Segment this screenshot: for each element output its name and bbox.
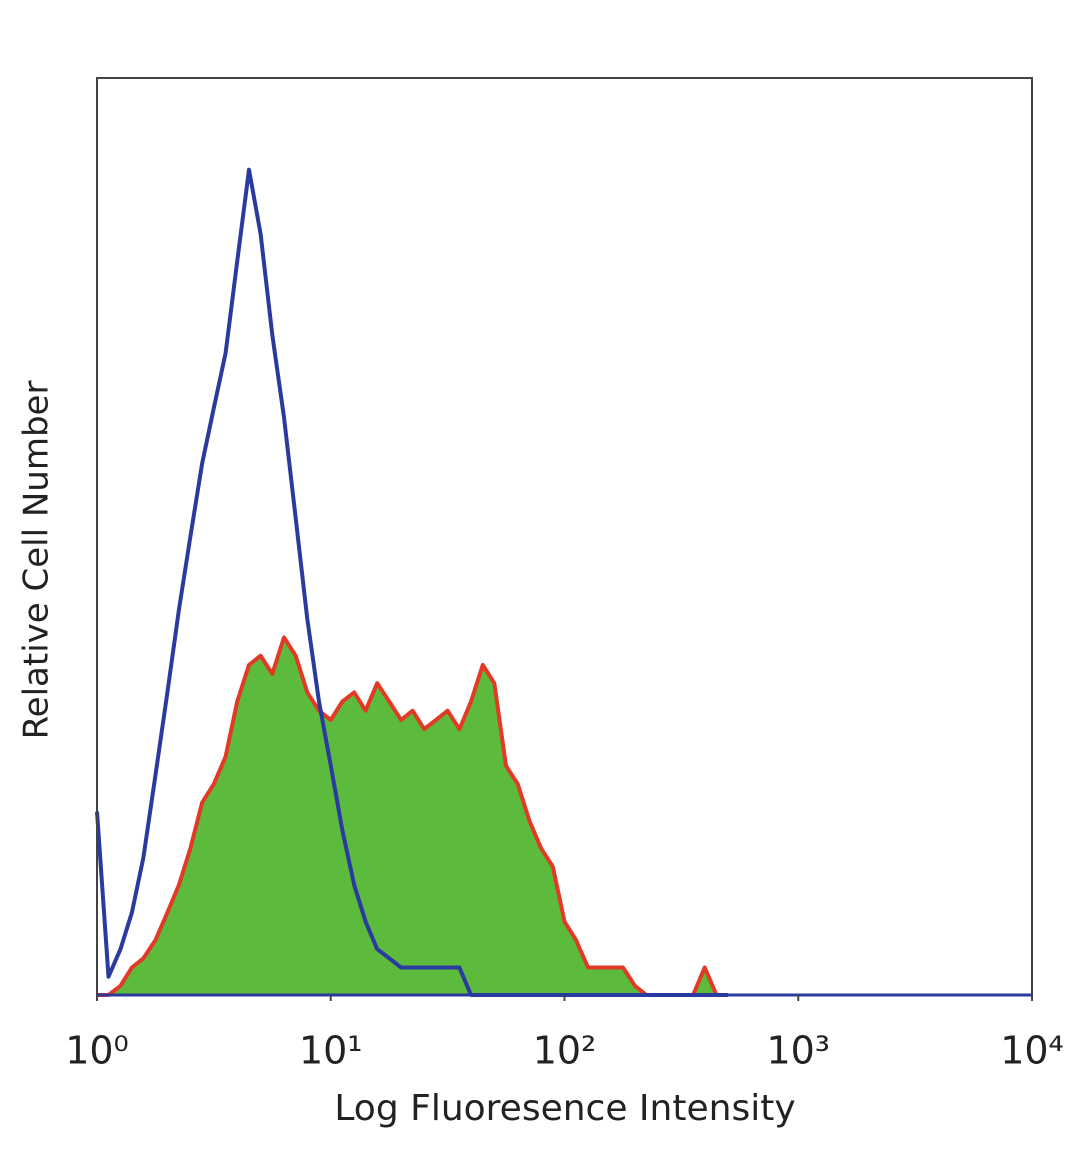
x-axis-label: Log Fluoresence Intensity [334, 1088, 795, 1129]
x-tick-label: 10¹ [299, 1029, 363, 1073]
x-tick-label: 10⁴ [1000, 1029, 1064, 1073]
y-axis-label: Relative Cell Number [17, 381, 57, 740]
x-tick-label: 10² [533, 1029, 597, 1073]
histogram-area [97, 637, 729, 995]
x-tick-label: 10³ [766, 1029, 830, 1073]
x-tick-label: 10⁰ [65, 1029, 129, 1073]
histogram-line [97, 635, 729, 997]
